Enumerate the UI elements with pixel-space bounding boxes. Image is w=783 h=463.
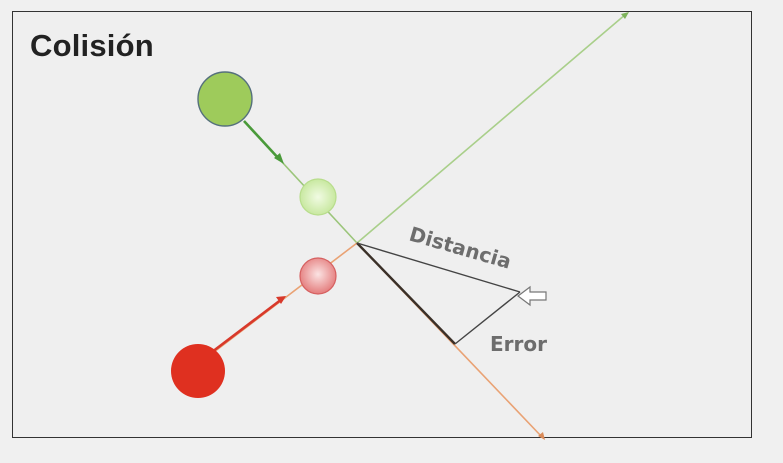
error-line [454, 291, 521, 345]
diagram-frame [12, 11, 752, 438]
red-velocity-arrow [211, 297, 283, 354]
red-outgoing-arrowhead [538, 432, 545, 440]
red-ball-ghost [299, 257, 337, 295]
green-velocity-arrowhead [274, 153, 284, 164]
green-ball [197, 71, 253, 127]
page-title: Colisión [30, 28, 154, 63]
red-ball [171, 344, 225, 398]
red-velocity-arrowhead [276, 296, 286, 304]
distance-label: Distancia [407, 222, 514, 274]
green-outgoing-arrowhead [621, 12, 629, 19]
error-base-segment [356, 242, 456, 345]
green-velocity-arrow [243, 120, 281, 161]
error-label: Error [490, 332, 547, 356]
distance-line [356, 242, 521, 293]
green-ball-ghost [299, 178, 337, 216]
hollow-left-arrow-icon [517, 285, 547, 307]
green-outgoing-path [356, 13, 627, 244]
